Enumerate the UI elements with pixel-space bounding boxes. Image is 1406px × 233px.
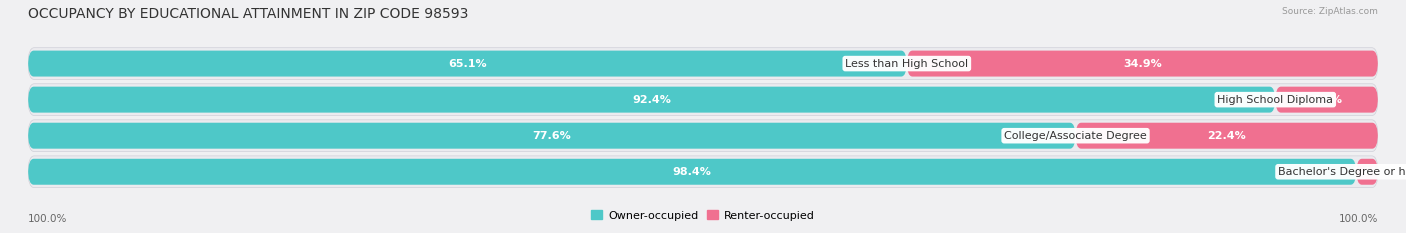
Text: 7.6%: 7.6% [1310, 95, 1343, 105]
FancyBboxPatch shape [28, 48, 1378, 79]
Legend: Owner-occupied, Renter-occupied: Owner-occupied, Renter-occupied [586, 206, 820, 225]
FancyBboxPatch shape [28, 120, 1378, 151]
FancyBboxPatch shape [28, 156, 1378, 188]
FancyBboxPatch shape [1357, 159, 1378, 185]
Text: Source: ZipAtlas.com: Source: ZipAtlas.com [1282, 7, 1378, 16]
Text: 34.9%: 34.9% [1123, 58, 1161, 69]
FancyBboxPatch shape [28, 123, 1076, 149]
Text: Less than High School: Less than High School [845, 58, 969, 69]
FancyBboxPatch shape [28, 51, 907, 77]
FancyBboxPatch shape [1076, 123, 1378, 149]
Text: 65.1%: 65.1% [449, 58, 486, 69]
Text: 22.4%: 22.4% [1208, 131, 1246, 141]
Text: 92.4%: 92.4% [633, 95, 671, 105]
FancyBboxPatch shape [1275, 87, 1378, 113]
Text: 1.6%: 1.6% [1351, 167, 1382, 177]
Text: OCCUPANCY BY EDUCATIONAL ATTAINMENT IN ZIP CODE 98593: OCCUPANCY BY EDUCATIONAL ATTAINMENT IN Z… [28, 7, 468, 21]
FancyBboxPatch shape [28, 84, 1378, 116]
Text: 77.6%: 77.6% [533, 131, 571, 141]
Text: Bachelor's Degree or higher: Bachelor's Degree or higher [1278, 167, 1406, 177]
Text: 100.0%: 100.0% [1339, 214, 1378, 224]
FancyBboxPatch shape [28, 87, 1275, 113]
FancyBboxPatch shape [907, 51, 1378, 77]
Text: College/Associate Degree: College/Associate Degree [1004, 131, 1147, 141]
Text: High School Diploma: High School Diploma [1218, 95, 1333, 105]
Text: 98.4%: 98.4% [672, 167, 711, 177]
Text: 100.0%: 100.0% [28, 214, 67, 224]
FancyBboxPatch shape [28, 159, 1357, 185]
